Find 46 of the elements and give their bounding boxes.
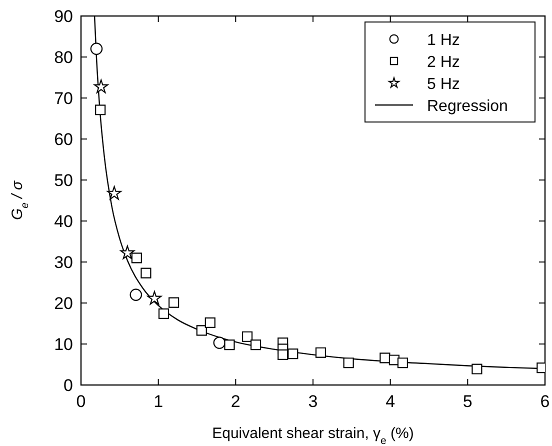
y-tick-label: 70 (54, 89, 73, 108)
point (250, 340, 262, 350)
point (343, 358, 354, 368)
y-tick-label: 30 (54, 253, 73, 272)
point (95, 104, 106, 116)
point (140, 268, 152, 278)
point (120, 245, 135, 260)
point (107, 186, 122, 200)
x-tick-label: 5 (462, 392, 472, 411)
point (472, 364, 482, 374)
point (158, 308, 170, 319)
point (147, 291, 162, 305)
point (168, 297, 180, 308)
point (242, 331, 253, 342)
point (131, 252, 142, 264)
y-tick-label: 50 (54, 171, 73, 190)
y-tick-label: 90 (54, 7, 73, 26)
x-axis-title: Equivalent shear strain, γ$_{e}$ (%) (212, 425, 414, 446)
legend-label: 2 Hz (427, 54, 460, 71)
x-tick-label: 2 (230, 392, 240, 411)
point (90, 42, 103, 55)
y-tick-label: 40 (54, 212, 73, 231)
point (278, 349, 288, 360)
point (94, 79, 108, 94)
x-tick-label: 4 (386, 392, 396, 411)
y-tick-label: 10 (54, 335, 73, 354)
legend-label: 1 Hz (427, 32, 460, 49)
y-tick-label: 20 (54, 294, 73, 313)
point (204, 317, 216, 328)
point (213, 336, 226, 349)
y-tick-label: 80 (54, 48, 73, 67)
point (196, 325, 207, 336)
x-tick-label: 0 (76, 392, 86, 411)
legend-label: 5 Hz (427, 76, 460, 93)
x-tick-label: 1 (154, 392, 164, 411)
point (130, 288, 142, 301)
y-tick-label: 60 (54, 130, 73, 149)
y-tick-label: 0 (64, 376, 73, 395)
point (397, 358, 408, 368)
point (288, 348, 298, 360)
point (224, 340, 235, 350)
point (315, 347, 326, 358)
point (380, 352, 390, 364)
x-tick-label: 3 (308, 392, 318, 411)
x-tick-label: 6 (540, 392, 550, 411)
legend-label: Regression (427, 98, 508, 115)
